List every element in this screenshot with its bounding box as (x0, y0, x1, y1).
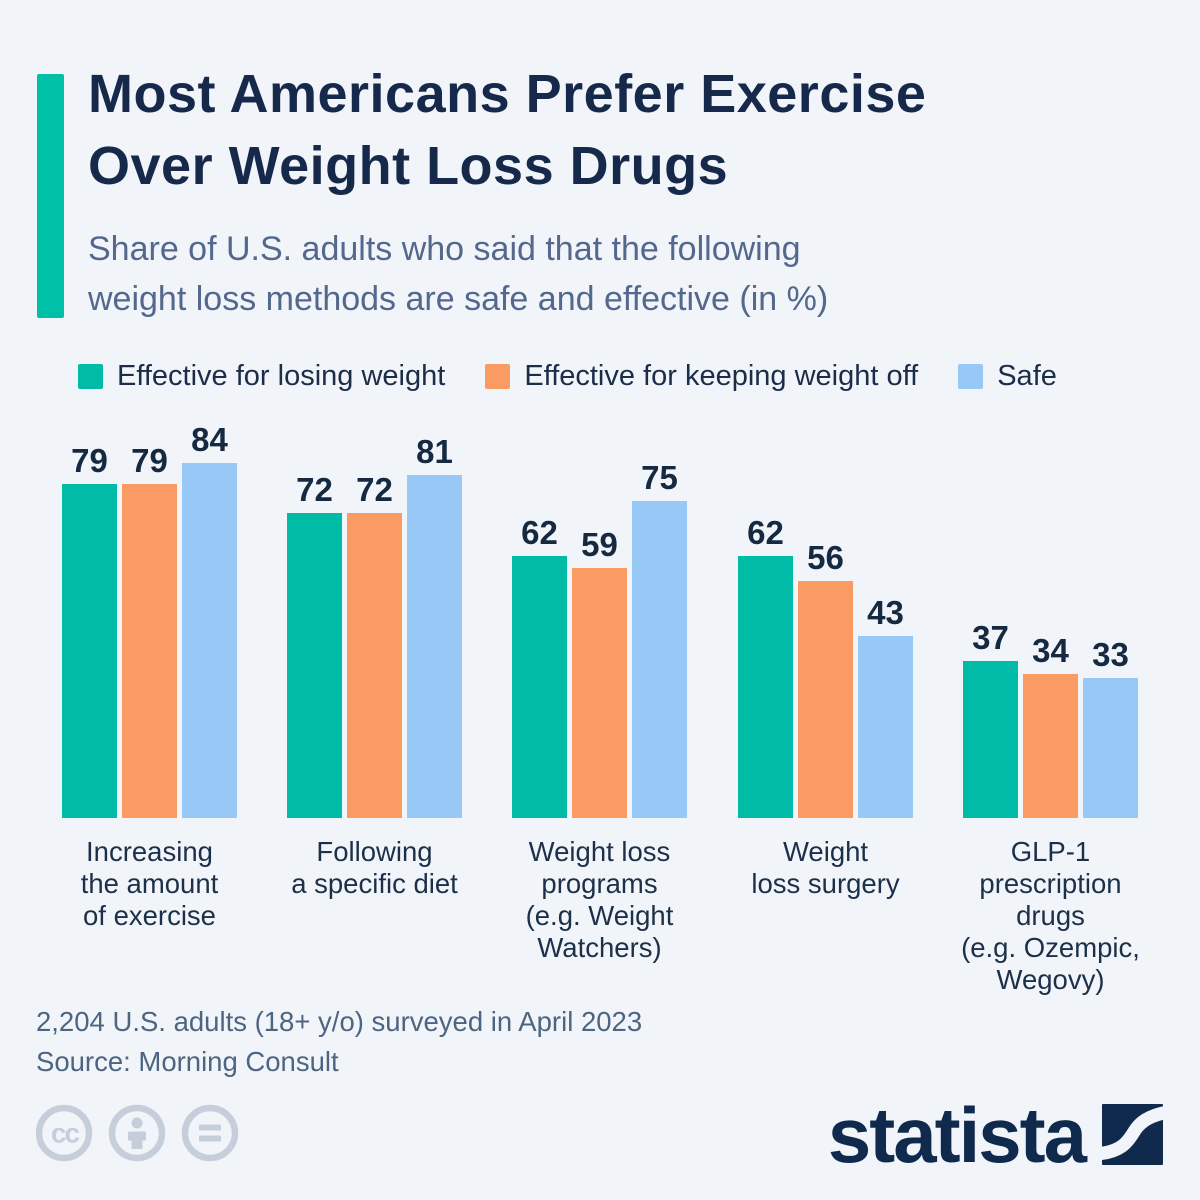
statista-wordmark: statista (827, 1091, 1087, 1179)
bar-losing-weight: 79 (62, 444, 117, 818)
legend-swatch-orange (485, 364, 511, 389)
legend-swatch-blue (958, 364, 984, 389)
value-label: 75 (641, 459, 678, 496)
bar-group: 79 79 84 (62, 423, 237, 818)
bar-keeping-weight-off: 72 (347, 473, 402, 818)
svg-text:cc: cc (51, 1118, 80, 1149)
value-label: 72 (356, 471, 393, 508)
value-label: 79 (131, 442, 168, 479)
value-label: 72 (296, 471, 333, 508)
bar-safe: 33 (1083, 638, 1138, 818)
bar-keeping-weight-off: 56 (798, 541, 853, 818)
category-label: Weight loss programs (e.g. Weight Watche… (525, 836, 674, 963)
value-label: 62 (521, 514, 558, 551)
value-label: 56 (807, 539, 844, 576)
bar-group: 62 59 75 (512, 461, 687, 818)
bar-losing-weight: 62 (738, 516, 793, 818)
survey-note: 2,204 U.S. adults (18+ y/o) surveyed in … (36, 1006, 643, 1037)
page-title: Most Americans Prefer Exercise Over Weig… (88, 64, 927, 196)
page-subtitle: Share of U.S. adults who said that the f… (88, 230, 829, 318)
value-label: 84 (191, 421, 228, 458)
bar-group: 72 72 81 (287, 435, 462, 818)
cc-license-icons: cc (36, 1104, 239, 1162)
bar-losing-weight: 37 (963, 621, 1018, 818)
bar-keeping-weight-off: 59 (572, 528, 627, 818)
bar-safe: 81 (407, 435, 462, 818)
bar-safe: 84 (182, 423, 237, 818)
category-label: Following a specific diet (291, 836, 458, 899)
bar-losing-weight: 72 (287, 473, 342, 818)
bar-group: 37 34 33 (963, 621, 1138, 818)
category-label: Increasing the amount of exercise (80, 836, 219, 931)
value-label: 59 (581, 526, 618, 563)
title-accent-bar (37, 74, 64, 318)
legend-item-safe: Safe (958, 362, 1057, 391)
statista-logo-icon (1102, 1104, 1163, 1165)
value-label: 81 (416, 433, 453, 470)
bar-safe: 43 (858, 596, 913, 818)
legend-item-keeping-weight-off: Effective for keeping weight off (485, 362, 918, 391)
legend: Effective for losing weight Effective fo… (78, 362, 1057, 391)
value-label: 62 (747, 514, 784, 551)
value-label: 33 (1092, 636, 1129, 673)
value-label: 34 (1032, 632, 1069, 669)
chart-footer: 2,204 U.S. adults (18+ y/o) surveyed in … (36, 1002, 642, 1082)
legend-label: Effective for keeping weight off (524, 360, 919, 392)
cc-icon: cc (36, 1104, 93, 1162)
value-label: 43 (867, 594, 904, 631)
legend-item-losing-weight: Effective for losing weight (78, 362, 445, 391)
equals-icon (181, 1104, 239, 1162)
legend-swatch-teal (78, 364, 103, 389)
bar-losing-weight: 62 (512, 516, 567, 818)
legend-label: Effective for losing weight (117, 360, 446, 392)
legend-label: Safe (997, 360, 1057, 392)
person-icon (108, 1104, 166, 1162)
source-note: Source: Morning Consult (36, 1046, 339, 1077)
category-label: GLP-1 prescription drugs (e.g. Ozempic, … (961, 836, 1140, 995)
value-label: 37 (972, 619, 1009, 656)
value-label: 79 (71, 442, 108, 479)
category-label: Weight loss surgery (751, 836, 900, 899)
statista-logo: statista (827, 1091, 1163, 1179)
bar-keeping-weight-off: 34 (1023, 634, 1078, 818)
bar-group: 62 56 43 (738, 516, 913, 818)
bar-safe: 75 (632, 461, 687, 818)
bar-keeping-weight-off: 79 (122, 444, 177, 818)
